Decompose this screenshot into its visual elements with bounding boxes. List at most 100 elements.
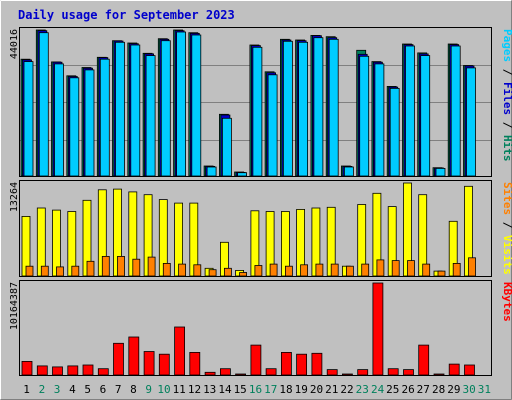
x-tick-day-18: 18	[279, 383, 292, 396]
bar-sites-day-7	[117, 255, 125, 277]
bar-kbytes-day-20	[311, 352, 323, 376]
bar-pages-day-4	[69, 77, 80, 177]
legend-part: Pages	[501, 29, 512, 62]
panel-kbytes: 10164387 KBytes	[9, 280, 512, 376]
bar-visits-day-2	[36, 207, 46, 277]
bar-sites-day-5	[86, 260, 95, 277]
x-tick-day-8: 8	[130, 383, 137, 396]
bar-sites-day-19	[300, 264, 309, 277]
y-max-label-kbytes: 10164387	[9, 282, 20, 330]
legend-hits-files-pages: Pages / Files / Hits	[501, 29, 512, 162]
bar-sites-day-17	[269, 263, 278, 277]
x-tick-day-27: 27	[417, 383, 430, 396]
x-axis-tick-labels: 1 2 3 4 5 6 7 8 9 10 11 12 13 14 15 16 17 18 19 20 21 22 23 24 2…	[23, 383, 491, 396]
bar-sites-day-12	[193, 264, 202, 277]
x-tick-day-4: 4	[69, 383, 76, 396]
bar-kbytes-day-5	[82, 364, 94, 376]
bar-pages-day-18	[282, 40, 293, 177]
bar-sites-day-16	[254, 265, 263, 277]
bar-sites-day-9	[147, 256, 156, 277]
bar-sites-day-18	[284, 265, 293, 277]
bar-kbytes-day-13	[204, 371, 216, 376]
bar-kbytes-day-18	[280, 351, 292, 376]
legend-part: /	[501, 215, 512, 235]
x-tick-day-22: 22	[340, 383, 353, 396]
x-tick-day-19: 19	[295, 383, 308, 396]
bar-sites-day-29	[452, 262, 461, 277]
bar-sites-day-27	[422, 263, 431, 277]
bar-kbytes-day-29	[448, 363, 460, 376]
x-tick-day-23: 23	[356, 383, 369, 396]
bar-visits-day-3	[52, 209, 61, 277]
bar-pages-day-30	[466, 67, 476, 177]
x-tick-day-20: 20	[310, 383, 323, 396]
bar-sites-day-10	[162, 262, 171, 277]
legend-visits-sites: Sites / Visits	[501, 182, 512, 275]
bar-pages-day-23	[359, 55, 370, 177]
legend-part: KBytes	[501, 282, 512, 322]
bar-pages-day-28	[435, 167, 446, 177]
bar-kbytes-day-7	[113, 342, 124, 376]
panel-hits-files-pages: 44016 Pages / Files / Hits	[9, 27, 512, 177]
bar-kbytes-day-17	[265, 368, 277, 376]
panel-visits-sites: 13264 Sites / Visits	[9, 180, 512, 277]
x-tick-day-11: 11	[173, 383, 186, 396]
x-tick-day-6: 6	[100, 383, 107, 396]
bar-pages-day-13	[206, 166, 217, 177]
x-tick-day-26: 26	[401, 383, 414, 396]
bar-pages-day-17	[267, 74, 278, 177]
bar-sites-day-30	[468, 257, 476, 277]
legend-part: Sites	[501, 182, 512, 215]
bar-pages-day-7	[115, 41, 125, 177]
chart-panels: 44016 Pages / Files / Hits 13264 Sites / Vi…	[9, 27, 512, 376]
bar-pages-day-21	[328, 38, 339, 177]
bar-pages-day-11	[176, 31, 187, 177]
bar-kbytes-day-2	[36, 365, 48, 376]
bar-kbytes-day-1	[21, 360, 33, 376]
legend-kbytes: KBytes	[501, 282, 512, 322]
bar-sites-day-25	[391, 260, 400, 277]
x-tick-day-31: 31	[478, 383, 491, 396]
bar-pages-day-27	[420, 55, 431, 177]
bar-sites-day-13	[208, 269, 217, 277]
x-tick-day-24: 24	[371, 383, 385, 396]
bar-kbytes-day-4	[67, 365, 79, 376]
bar-kbytes-day-22	[341, 373, 353, 376]
bar-pages-day-26	[405, 45, 415, 177]
x-tick-day-28: 28	[432, 383, 445, 396]
x-tick-day-3: 3	[54, 383, 61, 396]
bar-kbytes-day-23	[357, 369, 369, 376]
x-tick-day-1: 1	[23, 383, 30, 396]
x-tick-day-2: 2	[39, 383, 46, 396]
bar-pages-day-2	[38, 32, 49, 177]
bar-pages-day-1	[23, 61, 34, 177]
x-tick-day-13: 13	[203, 383, 216, 396]
bar-sites-day-21	[330, 263, 339, 277]
bar-kbytes-day-26	[403, 369, 414, 376]
bar-kbytes-day-21	[326, 369, 338, 376]
bar-kbytes-day-24	[372, 282, 384, 376]
legend-part: /	[501, 115, 512, 135]
bar-pages-day-20	[313, 37, 324, 177]
bar-kbytes-day-27	[418, 344, 430, 376]
legend-part: /	[501, 62, 512, 82]
bar-kbytes-day-14	[219, 368, 231, 376]
bar-sites-day-4	[71, 265, 80, 277]
bar-pages-day-3	[54, 63, 64, 177]
bar-pages-day-16	[252, 46, 263, 177]
bar-pages-day-8	[130, 44, 141, 177]
bar-pages-day-29	[450, 45, 461, 177]
x-tick-day-25: 25	[386, 383, 399, 396]
x-tick-day-10: 10	[157, 383, 170, 396]
bar-pages-day-19	[298, 41, 309, 177]
bar-sites-day-22	[345, 265, 354, 277]
bar-sites-day-28	[437, 270, 446, 277]
x-tick-day-30: 30	[462, 383, 475, 396]
x-tick-day-14: 14	[218, 383, 232, 396]
y-max-label-visits-sites: 13264	[9, 182, 20, 212]
x-tick-day-5: 5	[84, 383, 91, 396]
bar-sites-day-1	[25, 265, 34, 277]
x-tick-day-21: 21	[325, 383, 338, 396]
